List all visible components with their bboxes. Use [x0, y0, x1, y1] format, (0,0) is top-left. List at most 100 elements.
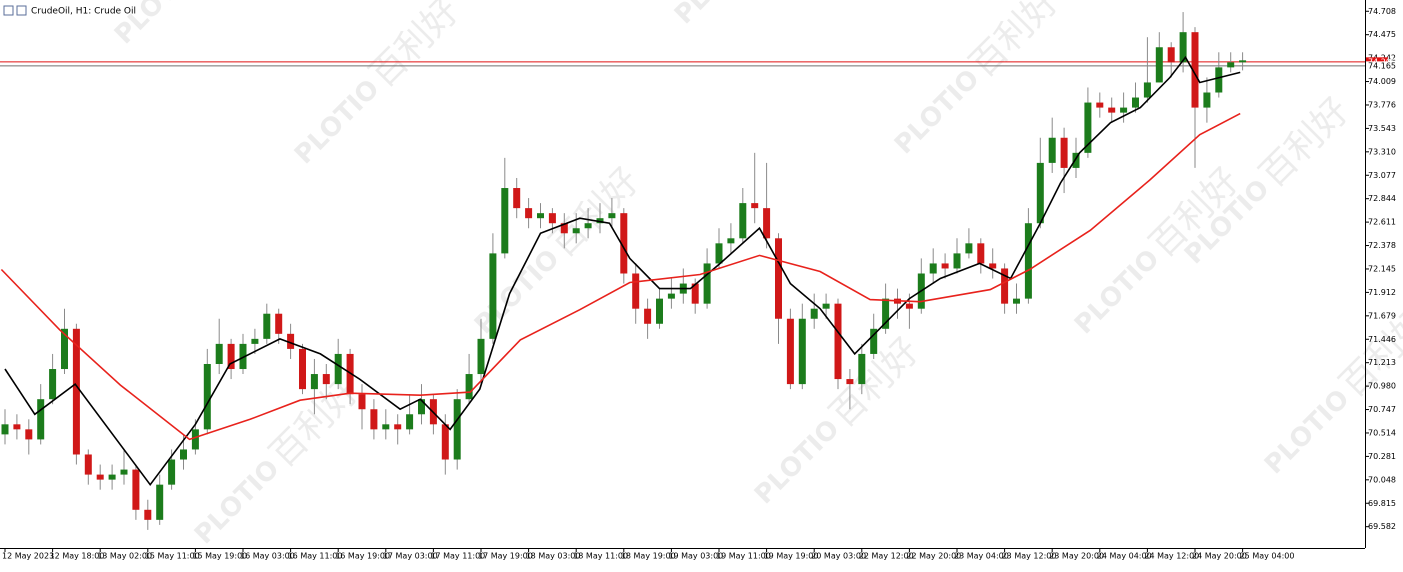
plot-area: [0, 12, 1365, 530]
candle-body: [251, 338, 259, 344]
candle-body: [727, 238, 735, 244]
candle-body: [632, 273, 640, 309]
y-tick-label: 72.611: [1368, 218, 1396, 227]
candle-body: [703, 263, 711, 304]
candle-body: [810, 308, 818, 319]
x-tick-label: 22 May 12:00: [859, 552, 914, 561]
candle-body: [1036, 162, 1044, 224]
candle-body: [418, 399, 425, 415]
candle-body: [656, 298, 663, 324]
y-tick-label: 71.912: [1368, 288, 1396, 297]
candle-body: [1191, 32, 1199, 108]
y-tick-label: 71.679: [1368, 311, 1396, 320]
x-tick-label: 19 May 11:00: [716, 552, 771, 561]
candle-body: [882, 298, 890, 329]
candle-body: [72, 328, 80, 455]
y-tick-label: 73.077: [1368, 171, 1396, 180]
candle-body: [489, 253, 497, 339]
x-tick-label: 17 May 19:00: [478, 552, 533, 561]
x-tick-label: 24 May 04:00: [1097, 552, 1152, 561]
x-tick-label: 23 May 04:00: [954, 552, 1009, 561]
candle-body: [25, 429, 33, 440]
x-tick-label: 17 May 03:00: [383, 552, 438, 561]
candle-body: [227, 343, 235, 370]
candle-body: [834, 303, 842, 380]
candle-body: [941, 263, 949, 269]
candle-body: [144, 509, 152, 520]
candle-body: [203, 363, 211, 430]
y-tick-label: 74.708: [1368, 7, 1396, 16]
x-tick-label: 20 May 03:00: [811, 552, 866, 561]
candle-body: [1215, 67, 1223, 93]
x-tick-label: 24 May 12:00: [1144, 552, 1199, 561]
candle-body: [620, 213, 628, 274]
candle-body: [560, 223, 568, 234]
candle-body: [1084, 102, 1092, 153]
y-tick-label: 72.844: [1368, 194, 1396, 203]
candle-body: [120, 469, 128, 475]
candle-body: [346, 353, 354, 395]
candle-body: [596, 218, 604, 224]
y-tick-label: 70.281: [1368, 452, 1396, 461]
chart-title: CrudeOil, H1: Crude Oil: [31, 7, 136, 17]
chart-icon[interactable]: [16, 5, 27, 16]
candle-body: [13, 424, 21, 430]
x-tick-label: 19 May 19:00: [764, 552, 819, 561]
y-tick-label: 70.514: [1368, 428, 1396, 437]
x-tick-label: 18 May 03:00: [526, 552, 581, 561]
candle-body: [1, 424, 9, 435]
x-tick-label: 19 May 03:00: [668, 552, 723, 561]
candle-body: [751, 203, 759, 209]
y-tick-label: 70.980: [1368, 382, 1396, 391]
candle-body: [37, 399, 45, 440]
candle-body: [156, 484, 164, 520]
candle-body: [1143, 82, 1151, 98]
candle-body: [608, 213, 616, 219]
menu-icon[interactable]: [3, 5, 14, 16]
candle-body: [1072, 152, 1080, 168]
y-tick-label: 70.747: [1368, 405, 1396, 414]
candle-body: [953, 253, 961, 269]
y-tick-label: 71.213: [1368, 358, 1396, 367]
moving-average: [4, 55, 1241, 487]
y-tick-label: 69.582: [1368, 522, 1396, 531]
candle-body: [406, 414, 414, 430]
x-tick-label: 25 May 04:00: [1240, 552, 1295, 561]
candle-body: [382, 424, 390, 430]
candle-body: [822, 303, 830, 309]
candle-body: [263, 313, 271, 339]
candle-body: [1048, 137, 1056, 163]
y-tick-label: 73.310: [1368, 147, 1396, 156]
candle-body: [525, 208, 533, 219]
candle-body: [394, 424, 402, 430]
x-tick-label: 12 May 18:00: [50, 552, 105, 561]
candle-body: [96, 474, 104, 480]
candle-body: [215, 343, 223, 364]
candle-body: [370, 409, 378, 430]
candle-body: [61, 328, 68, 370]
candle-body: [1060, 137, 1068, 168]
candle-body: [775, 238, 782, 319]
x-tick-label: 23 May 20:00: [1049, 552, 1104, 561]
y-tick-label: 69.815: [1368, 499, 1396, 508]
candle-body: [1155, 47, 1163, 83]
y-tick-label: 70.048: [1368, 475, 1396, 484]
candle-body: [1096, 102, 1104, 108]
candle-body: [453, 399, 461, 460]
candle-body: [310, 374, 318, 390]
candle-body: [905, 303, 913, 309]
candle-body: [739, 203, 747, 239]
x-tick-label: 15 May 11:00: [145, 552, 200, 561]
candle-body: [798, 318, 806, 385]
candle-body: [989, 263, 997, 269]
candle-body: [858, 353, 866, 385]
candle-body: [667, 293, 675, 299]
candle-body: [977, 243, 985, 264]
candle-body: [84, 454, 92, 475]
x-tick-label: 13 May 02:00: [97, 552, 152, 561]
y-tick-label: 73.543: [1368, 124, 1396, 133]
candle-body: [1167, 47, 1175, 63]
price-label: 74.165: [1368, 61, 1396, 70]
